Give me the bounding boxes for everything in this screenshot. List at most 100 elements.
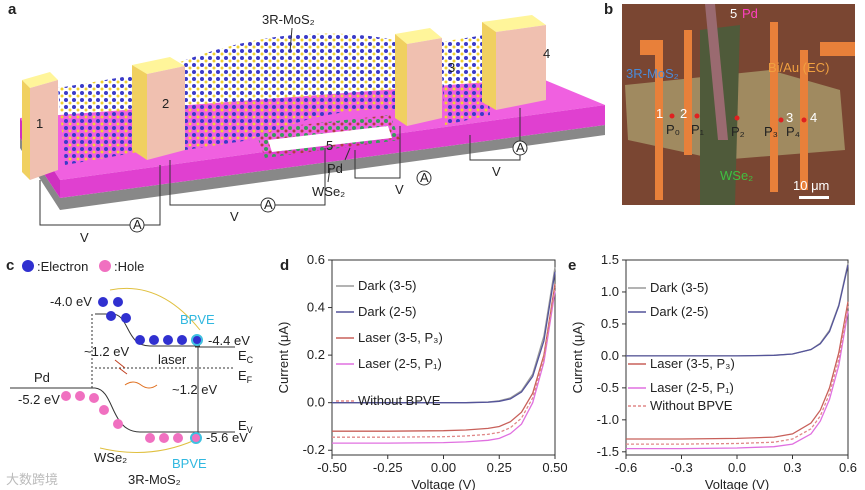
legend-label: Laser (2-5, P₁) [358, 356, 442, 371]
x-tick-label: 0.6 [839, 460, 857, 475]
y-tick-label: 0.6 [307, 252, 325, 267]
label: Bi/Au (EC) [768, 60, 829, 75]
x-tick-label: -0.3 [670, 460, 692, 475]
band-diagram [10, 260, 235, 453]
series-line [332, 287, 556, 438]
scale-label: 10 μm [793, 178, 829, 193]
y-axis-label: Current (μA) [276, 322, 291, 394]
voltage-label: V [492, 164, 501, 179]
series-line [626, 301, 849, 440]
label: 3R-MoS₂ [128, 472, 181, 487]
legend-label: Without BPVE [650, 398, 733, 413]
electrode-label: 3 [448, 60, 455, 75]
y-tick-label: 0.0 [307, 395, 325, 410]
electrode-label: 4 [810, 110, 817, 125]
x-tick-label: 0.0 [728, 460, 746, 475]
legend-label: Without BPVE [358, 393, 441, 408]
ammeter-label: A [420, 170, 429, 185]
level-main: E [238, 368, 247, 383]
series-line [332, 283, 556, 432]
point-label: P₁ [691, 122, 705, 137]
energy-label: -5.2 eV [18, 392, 60, 407]
voltage-label: V [80, 230, 89, 245]
y-tick-label: -1.0 [597, 412, 619, 427]
x-tick-label: 0.25 [487, 460, 512, 475]
y-tick-label: -0.2 [303, 442, 325, 457]
series-line [626, 310, 849, 450]
level-label: EC [238, 348, 254, 365]
legend-label: Laser (2-5, P₁) [650, 380, 734, 395]
y-tick-label: 0.0 [601, 348, 619, 363]
legend-label: Dark (3-5) [650, 280, 709, 295]
y-axis-label: Current (μA) [570, 322, 585, 394]
energy-label: -4.0 eV [50, 294, 92, 309]
y-tick-label: -1.5 [597, 444, 619, 459]
x-tick-label: -0.6 [615, 460, 637, 475]
x-tick-label: 0.00 [431, 460, 456, 475]
ammeter-label: A [264, 197, 273, 212]
panel-label: e [568, 257, 576, 274]
level-sub: C [247, 355, 254, 365]
ammeter-label: A [133, 217, 142, 232]
y-tick-label: 1.0 [601, 284, 619, 299]
level-label: EV [238, 418, 253, 435]
y-tick-label: 0.2 [307, 347, 325, 362]
label: Pd [327, 161, 343, 176]
label: WSe₂ [720, 168, 753, 183]
point-label: P₄ [786, 124, 800, 139]
ammeter-label: A [516, 140, 525, 155]
level-sub: F [247, 375, 253, 385]
electrode-label: 1 [656, 106, 663, 121]
label: 3R-MoS₂ [626, 66, 679, 81]
x-tick-label: 0.50 [542, 460, 567, 475]
energy-label: ~1.2 eV [172, 382, 218, 397]
micrograph [622, 4, 855, 205]
x-tick-label: -0.50 [317, 460, 347, 475]
series-line [332, 271, 556, 404]
energy-label: -5.6 eV [206, 430, 248, 445]
y-tick-label: 1.5 [601, 252, 619, 267]
electrode-label: 3 [786, 110, 793, 125]
label: Pd [742, 6, 758, 21]
label: 5 [730, 6, 737, 21]
label: WSe₂ [312, 184, 345, 199]
y-tick-label: 0.4 [307, 300, 325, 315]
x-axis-label: Voltage (V) [705, 477, 769, 490]
point-label: P₂ [731, 124, 745, 139]
y-tick-label: -0.5 [597, 380, 619, 395]
legend-label: Dark (3-5) [358, 278, 417, 293]
panel-label: b [604, 1, 613, 18]
watermark: 大数跨境 [6, 472, 58, 487]
label: BPVE [180, 312, 215, 327]
energy-label: -4.4 eV [208, 333, 250, 348]
electrode-label: 2 [680, 106, 687, 121]
legend-label: Laser (3-5, P₃) [650, 356, 735, 371]
y-tick-label: 0.5 [601, 316, 619, 331]
legend-label: :Hole [114, 259, 144, 274]
panel-label: a [8, 1, 17, 18]
electrode-label: 4 [543, 46, 550, 61]
level-sub: V [247, 425, 253, 435]
panel-label: c [6, 257, 14, 274]
label: laser [158, 352, 187, 367]
legend-label: Dark (2-5) [650, 304, 709, 319]
level-label: EF [238, 368, 253, 385]
series-line [626, 305, 849, 445]
level-main: E [238, 418, 247, 433]
voltage-label: V [395, 182, 404, 197]
energy-label: ~1.2 eV [84, 344, 130, 359]
x-tick-label: -0.25 [373, 460, 403, 475]
voltage-label: V [230, 209, 239, 224]
electrode-label: 2 [162, 96, 169, 111]
label: WSe₂ [94, 450, 127, 465]
label: 3R-MoS₂ [262, 12, 315, 27]
electrode-label: 5 [326, 138, 333, 153]
panel-label: d [280, 257, 289, 274]
label: BPVE [172, 456, 207, 471]
series-line [332, 290, 556, 444]
x-axis-label: Voltage (V) [411, 477, 475, 490]
x-tick-label: 0.3 [783, 460, 801, 475]
point-label: P₃ [764, 124, 778, 139]
label: Pd [34, 370, 50, 385]
